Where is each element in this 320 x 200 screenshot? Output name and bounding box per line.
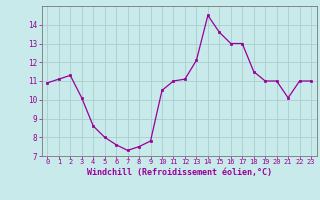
X-axis label: Windchill (Refroidissement éolien,°C): Windchill (Refroidissement éolien,°C) xyxy=(87,168,272,177)
